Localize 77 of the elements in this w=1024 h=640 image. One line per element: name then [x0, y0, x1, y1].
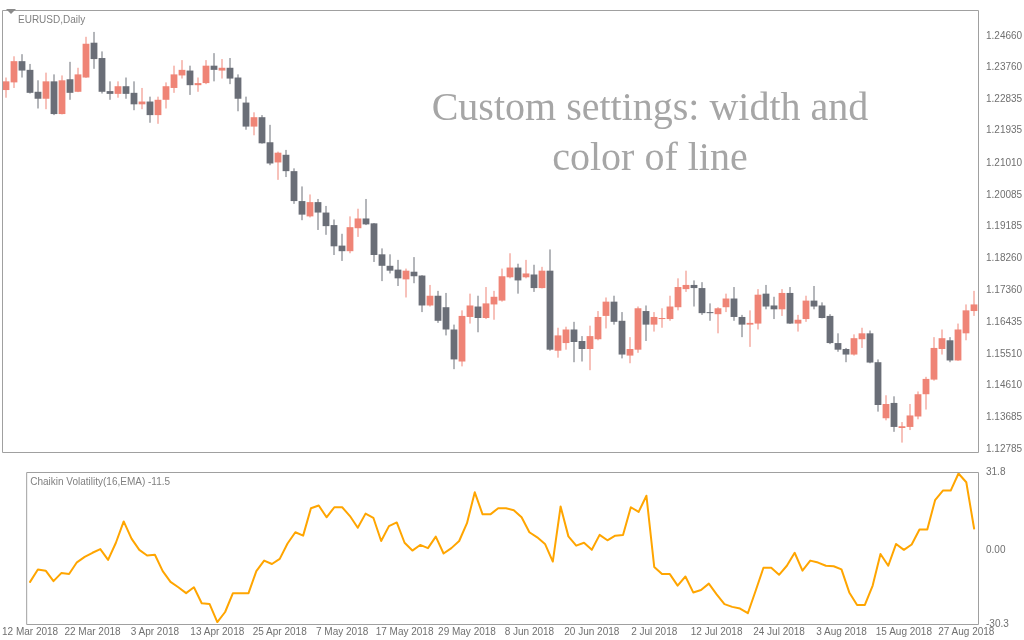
candlestick	[226, 57, 234, 85]
y-tick-label: 31.8	[986, 465, 1006, 477]
candlestick	[362, 198, 370, 226]
candlestick	[386, 253, 394, 274]
candlestick	[794, 314, 802, 333]
candlestick	[218, 58, 226, 80]
x-tick-label: 8 Jun 2018	[504, 625, 555, 637]
candlestick	[738, 314, 746, 338]
candlestick	[74, 67, 82, 93]
candlestick	[938, 328, 946, 356]
y-tick-label: 1.16435	[986, 315, 1023, 327]
candlestick	[18, 53, 26, 79]
x-tick-label: 7 May 2018	[316, 625, 369, 637]
x-tick-label: 25 Apr 2018	[252, 625, 308, 637]
x-tick-label: 12 Mar 2018	[2, 625, 59, 637]
candlestick	[2, 77, 10, 99]
candlestick	[354, 208, 362, 238]
x-tick-label: 22 Mar 2018	[64, 625, 121, 637]
candlestick	[378, 247, 386, 282]
candlestick	[298, 185, 306, 221]
candlestick	[522, 259, 530, 279]
annotation: Custom settings: width and color of line	[430, 83, 870, 181]
candlestick	[850, 333, 858, 357]
y-tick-label: 1.14610	[986, 379, 1023, 391]
y-tick-label: 1.24660	[986, 29, 1023, 41]
y-tick-label: 1.19185	[986, 220, 1023, 232]
x-tick-label: 3 Apr 2018	[130, 625, 180, 637]
candlestick	[770, 296, 778, 320]
candlestick	[810, 285, 818, 310]
x-tick-label: 15 Aug 2018	[875, 625, 933, 637]
candlestick	[562, 326, 570, 351]
candlestick	[858, 327, 866, 349]
candlestick	[250, 111, 258, 136]
y-tick-label: 0.00	[986, 543, 1006, 555]
candlestick	[482, 286, 490, 320]
x-tick-label: 13 Apr 2018	[190, 625, 245, 637]
candlestick	[970, 290, 978, 317]
y-tick-label: 1.23760	[986, 60, 1023, 72]
chart-title: EURUSD,Daily	[18, 13, 86, 25]
candlestick	[626, 336, 634, 364]
y-tick-label: 1.15510	[986, 347, 1023, 359]
y-tick-label: 1.17360	[986, 283, 1023, 295]
candlestick	[714, 306, 722, 334]
candlestick	[554, 327, 562, 359]
x-tick-label: 3 Aug 2018	[816, 625, 868, 637]
y-tick-label: 1.21010	[986, 156, 1023, 168]
candlestick	[842, 347, 850, 363]
x-tick-label: 12 Jul 2018	[690, 625, 743, 637]
candlestick	[66, 61, 74, 101]
x-tick-label: 20 Jun 2018	[564, 625, 620, 637]
candlestick	[898, 421, 906, 444]
y-tick-label: 1.12785	[986, 442, 1023, 454]
candlestick	[42, 72, 50, 110]
candlestick	[122, 77, 130, 100]
y-tick-label: 1.20085	[986, 188, 1023, 200]
x-tick-label: 29 May 2018	[438, 625, 497, 637]
candlestick	[466, 293, 474, 325]
candlestick	[170, 65, 178, 94]
x-tick-label: 2 Jul 2018	[631, 625, 678, 637]
candlestick	[642, 304, 650, 342]
candlestick	[162, 81, 170, 109]
y-tick-label: 1.21935	[986, 124, 1023, 136]
candlestick	[746, 309, 754, 348]
chart-title: Chaikin Volatility(16,EMA) -11.5	[30, 475, 171, 487]
candlestick	[914, 390, 922, 420]
x-tick-label: 24 Jul 2018	[753, 625, 806, 637]
candlestick	[650, 311, 658, 333]
candlestick	[314, 198, 322, 231]
candlestick	[114, 80, 122, 99]
y-tick-label: 1.18260	[986, 252, 1023, 264]
y-tick-label: 1.13685	[986, 411, 1023, 423]
candlestick	[570, 321, 578, 363]
candlestick	[106, 80, 114, 101]
candlestick	[834, 332, 842, 353]
x-tick-label: 17 May 2018	[375, 625, 434, 637]
y-tick-label: 1.22835	[986, 93, 1023, 105]
candlestick	[906, 403, 914, 431]
